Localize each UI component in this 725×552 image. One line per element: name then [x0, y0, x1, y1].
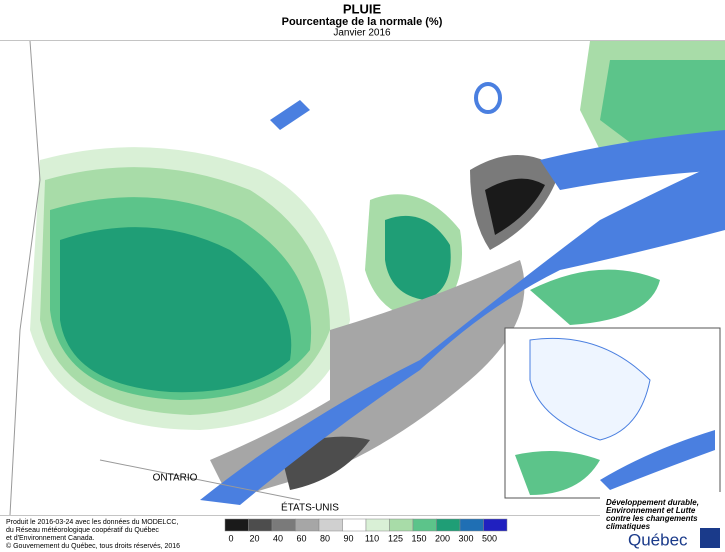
legend-swatch	[389, 518, 414, 532]
logo-line: contre les changements	[606, 514, 698, 523]
legend-swatch	[365, 518, 390, 532]
legend-swatch	[459, 518, 484, 532]
inset-green	[515, 451, 600, 495]
lake	[270, 100, 310, 130]
copyright: © Gouvernement du Québec, tous droits ré…	[6, 542, 180, 550]
legend-swatch	[412, 518, 437, 532]
legend-swatch	[436, 518, 461, 532]
legend-label: 150	[411, 533, 426, 543]
legend-label: 0	[228, 533, 233, 543]
legend-swatch	[295, 518, 320, 532]
footer-line: Produit le 2016-03-24 avec les données d…	[6, 519, 178, 526]
label-usa: ÉTATS-UNIS	[281, 501, 339, 514]
period: Janvier 2016	[333, 28, 391, 39]
legend-swatch	[271, 518, 296, 532]
green-west-core	[60, 227, 292, 393]
legend-label: 80	[320, 533, 330, 543]
legend-label: 20	[249, 533, 259, 543]
legend-swatch	[248, 518, 273, 532]
legend-label: 90	[343, 533, 353, 543]
label-ontario: ONTARIO	[153, 473, 198, 484]
green-gaspesie	[530, 269, 660, 325]
footer-line: et d'Environnement Canada.	[6, 535, 95, 542]
legend-label: 125	[388, 533, 403, 543]
legend-swatch	[224, 518, 249, 532]
logo: Développement durable, Environnement et …	[600, 492, 725, 552]
legend-swatch	[318, 518, 343, 532]
logo-line: climatiques	[606, 522, 651, 531]
legend-label: 200	[435, 533, 450, 543]
subtitle: Pourcentage de la normale (%)	[282, 16, 443, 28]
logo-line: Environnement et Lutte	[606, 506, 696, 515]
legend-label: 110	[365, 533, 379, 543]
gulf	[540, 130, 725, 190]
legend-label: 40	[273, 533, 283, 543]
logo-line: Développement durable,	[606, 498, 699, 507]
map: ONTARIO ÉTATS-UNIS	[0, 40, 725, 516]
legend-label: 300	[458, 533, 473, 543]
legend: 0 20 40 60 80 90 110 125 150 200 300 500	[224, 518, 508, 543]
legend-label: 60	[296, 533, 306, 543]
dry-core	[485, 178, 545, 235]
footer: Produit le 2016-03-24 avec les données d…	[6, 519, 180, 550]
legend-swatch	[483, 518, 508, 532]
legend-label: 500	[482, 533, 497, 543]
title: PLUIE	[343, 1, 382, 16]
st-lawrence	[200, 160, 725, 505]
green-ne-core	[600, 60, 725, 150]
borders	[9, 40, 301, 516]
manicouagan	[474, 82, 502, 114]
inset-land	[529, 337, 651, 441]
logo-flag	[700, 528, 720, 548]
inset-water	[600, 430, 715, 490]
green-center-core	[385, 215, 451, 300]
legend-swatch	[342, 518, 367, 532]
logo-name: Québec	[628, 530, 688, 549]
footer-line: du Réseau météorologique coopératif du Q…	[6, 527, 159, 534]
